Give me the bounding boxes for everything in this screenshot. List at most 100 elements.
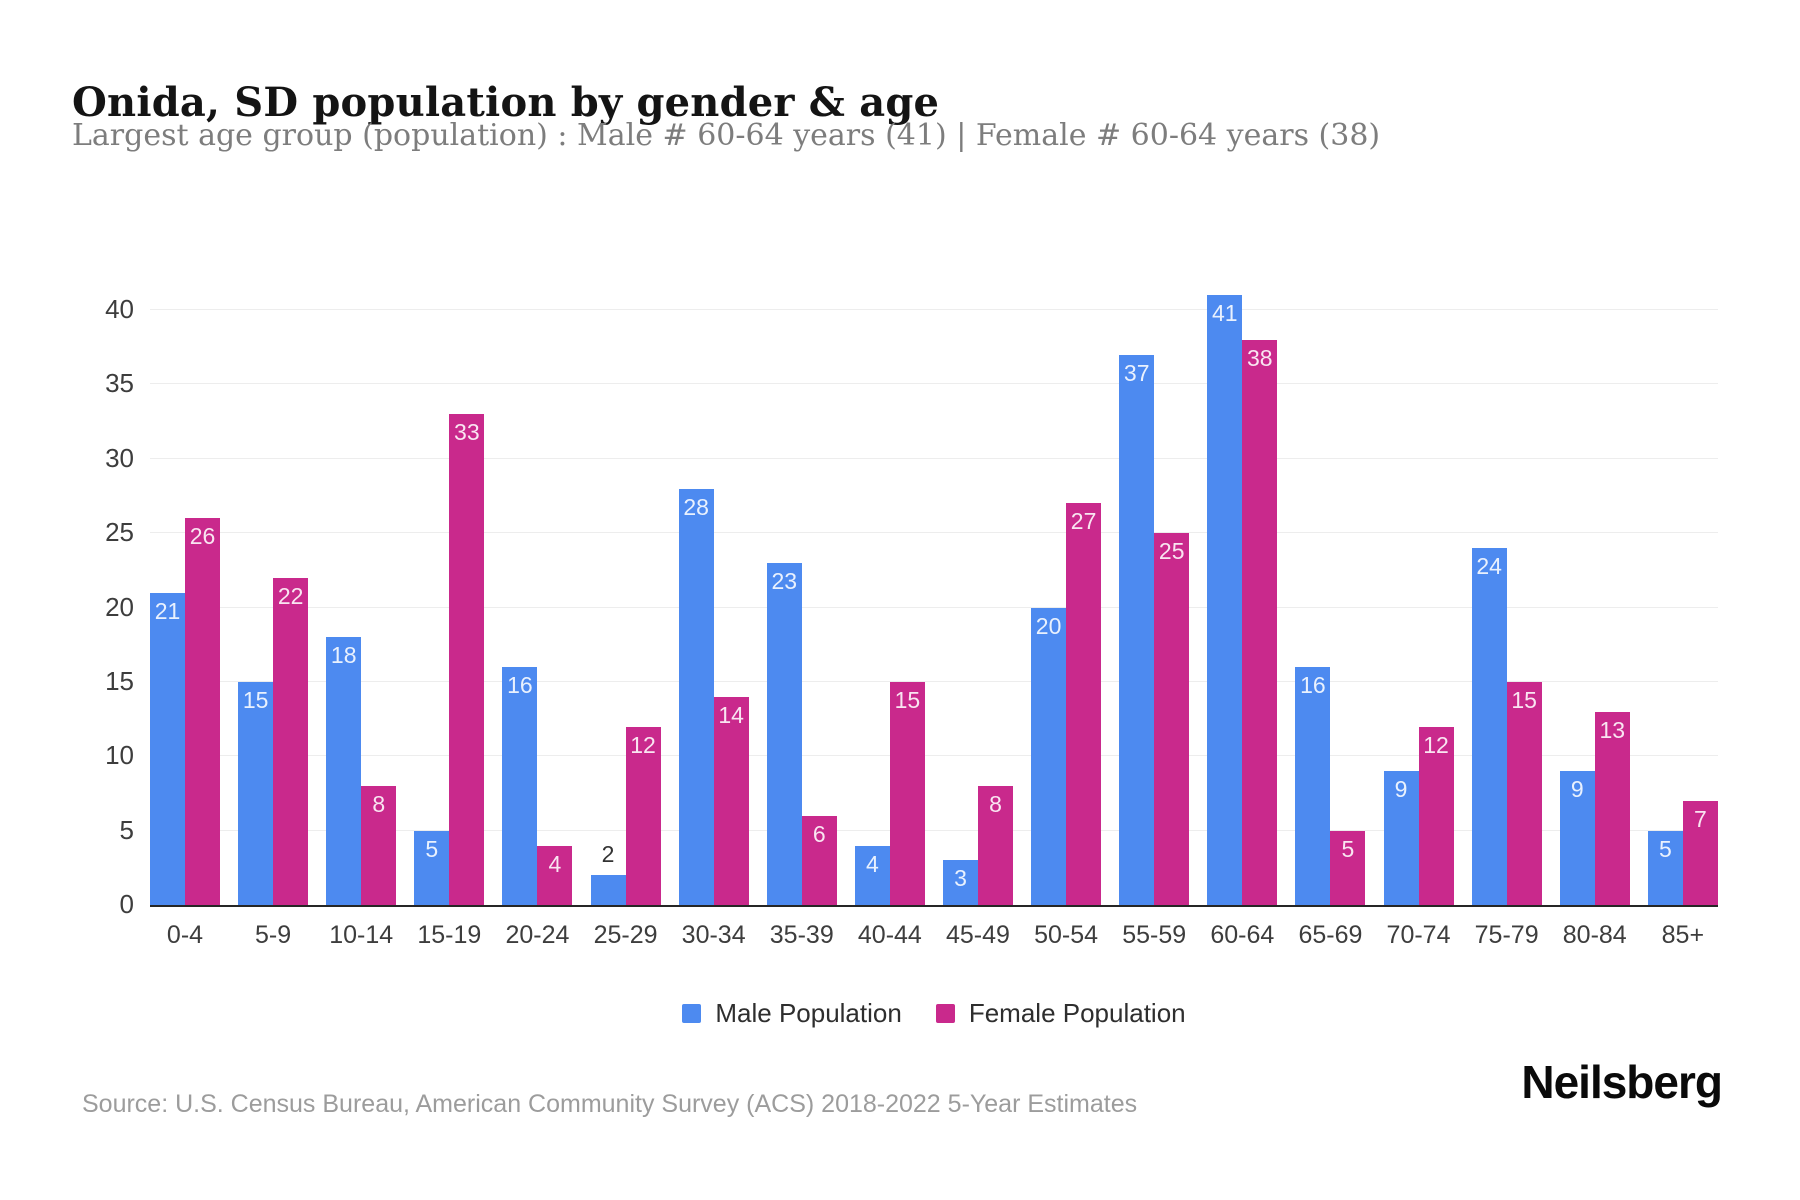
bar-group-20-24: 16 4 20-24 — [502, 310, 573, 949]
bar-male-80-84: 9 — [1559, 771, 1595, 905]
female-series-swatch-icon — [935, 1004, 955, 1023]
bar-male-75-79: 24 — [1471, 548, 1507, 905]
x-axis-label-75-79: 75-79 — [1474, 921, 1539, 949]
bar-value-label: 15 — [894, 686, 921, 713]
bar-value-label: 8 — [989, 791, 1002, 817]
y-tick-label-15: 15 — [105, 665, 134, 696]
bar-group-65-69: 16 5 65-69 — [1295, 310, 1366, 949]
x-axis-label-10-14: 10-14 — [329, 921, 394, 949]
legend-item-male: Male Population — [682, 998, 902, 1029]
bar-value-label: 12 — [630, 731, 656, 758]
bar-female-35-39: 6 — [801, 815, 837, 905]
bar-value-label: 15 — [1511, 686, 1537, 713]
bar-female-30-34: 14 — [713, 696, 749, 905]
bar-group-70-74: 9 12 70-74 — [1383, 310, 1454, 949]
bar-value-label: 25 — [1158, 538, 1185, 565]
bar-female-75-79: 15 — [1506, 681, 1542, 905]
bar-male-20-24: 16 — [502, 667, 538, 905]
x-axis-label-30-34: 30-34 — [681, 921, 746, 949]
bar-value-label: 18 — [330, 642, 357, 669]
page-subtitle: Largest age group (population) : Male # … — [72, 118, 1381, 153]
bar-value-label: 6 — [812, 820, 826, 847]
x-axis-label-70-74: 70-74 — [1386, 921, 1451, 949]
bar-value-label: 38 — [1247, 344, 1273, 371]
bar-value-label: 28 — [683, 493, 709, 520]
gridline-y-15 — [150, 680, 1718, 682]
bar-group-0-4: 21 26 0-4 — [150, 310, 220, 949]
neilsberg-logo: Neilsberg — [1521, 1056, 1723, 1108]
bar-group-50-54: 20 27 50-54 — [1031, 310, 1102, 949]
bar-value-label: 7 — [1693, 805, 1707, 832]
x-axis-label-45-49: 45-49 — [946, 921, 1010, 949]
bar-male-25-29: 2 — [590, 841, 626, 905]
bar-male-85+: 5 — [1647, 830, 1683, 905]
y-tick-label-35: 35 — [105, 368, 134, 399]
y-tick-label-5: 5 — [119, 814, 134, 845]
y-tick-label-40: 40 — [105, 294, 134, 324]
bar-group-30-34: 28 14 30-34 — [678, 310, 749, 949]
bar-value-label: 4 — [865, 850, 879, 877]
bar-value-label: 16 — [507, 672, 533, 698]
bar-value-label: 5 — [1658, 835, 1672, 862]
bar-value-label: 5 — [425, 835, 439, 862]
bar-value-label: 9 — [1394, 776, 1408, 803]
bar-female-25-29: 12 — [625, 726, 661, 905]
gridline-y-40 — [150, 309, 1718, 310]
bar-male-55-59: 37 — [1119, 354, 1155, 905]
bar-male-70-74: 9 — [1383, 771, 1419, 905]
bar-female-65-69: 5 — [1330, 830, 1366, 905]
y-tick-label-25: 25 — [105, 517, 134, 548]
y-tick-label-30: 30 — [105, 442, 134, 473]
bar-female-80-84: 13 — [1594, 711, 1630, 905]
bar-value-label: 41 — [1212, 300, 1238, 327]
x-axis-label-0-4: 0-4 — [166, 921, 204, 949]
y-tick-label-10: 10 — [105, 740, 134, 771]
bar-value-label: 33 — [454, 419, 480, 446]
bar-male-35-39: 23 — [766, 562, 802, 905]
legend-label-male: Male Population — [715, 998, 902, 1028]
bar-value-label: 22 — [277, 582, 304, 609]
bar-value-label: 15 — [242, 686, 269, 713]
bar-male-0-4: 21 — [150, 592, 185, 905]
gridline-y-30 — [150, 457, 1718, 459]
bar-male-30-34: 28 — [678, 488, 714, 905]
bar-female-60-64: 38 — [1242, 339, 1278, 905]
bar-value-label: 27 — [1070, 508, 1097, 535]
bar-male-45-49: 3 — [942, 860, 978, 905]
bar-group-80-84: 9 13 80-84 — [1559, 310, 1630, 949]
x-axis-label-40-44: 40-44 — [857, 921, 922, 949]
bar-value-label: 23 — [771, 567, 798, 594]
bar-group-45-49: 3 8 45-49 — [942, 310, 1013, 949]
bar-female-15-19: 33 — [449, 414, 485, 905]
bar-value-label: 12 — [1423, 731, 1449, 758]
bar-male-10-14: 18 — [326, 637, 362, 905]
bar-group-60-64: 41 38 60-64 — [1207, 295, 1278, 949]
bar-value-label: 5 — [1341, 835, 1355, 862]
bar-male-60-64: 41 — [1207, 295, 1243, 905]
bar-female-5-9: 22 — [273, 577, 309, 905]
x-axis-label-20-24: 20-24 — [505, 921, 570, 949]
bar-group-40-44: 4 15 40-44 — [854, 310, 925, 949]
bar-value-label: 21 — [154, 597, 181, 624]
bar-value-label: 13 — [1599, 716, 1626, 743]
x-axis-label-35-39: 35-39 — [769, 921, 834, 949]
plot-area: 0 5 10 15 20 25 30 35 40 21 26 0-4 15 22 5-9 18 8 10-14 5 3… — [105, 294, 1718, 949]
bar-male-15-19: 5 — [414, 830, 450, 905]
bar-group-55-59: 37 25 55-59 — [1119, 310, 1190, 949]
x-axis-label-80-84: 80-84 — [1562, 921, 1627, 949]
bar-value-label: 24 — [1476, 553, 1502, 579]
bar-value-label: 20 — [1035, 612, 1062, 639]
male-series-swatch-icon — [682, 1004, 702, 1023]
gridline-y-25 — [150, 532, 1718, 534]
legend-item-female: Female Population — [935, 998, 1186, 1029]
bar-value-label: 8 — [372, 791, 386, 817]
bar-groups: 21 26 0-4 15 22 5-9 18 8 10-14 5 33 15-19 16 4 20-24 2 1… — [150, 295, 1718, 949]
bar-value-label: 4 — [548, 850, 562, 877]
bar-male-50-54: 20 — [1031, 607, 1067, 905]
bar-group-85+: 5 7 85+ — [1647, 310, 1718, 949]
x-axis-label-65-69: 65-69 — [1298, 921, 1363, 949]
source-attribution: Source: U.S. Census Bureau, American Com… — [82, 1090, 1138, 1118]
x-axis-label-50-54: 50-54 — [1034, 921, 1099, 949]
y-tick-label-0: 0 — [119, 889, 134, 919]
bar-female-50-54: 27 — [1066, 503, 1102, 905]
